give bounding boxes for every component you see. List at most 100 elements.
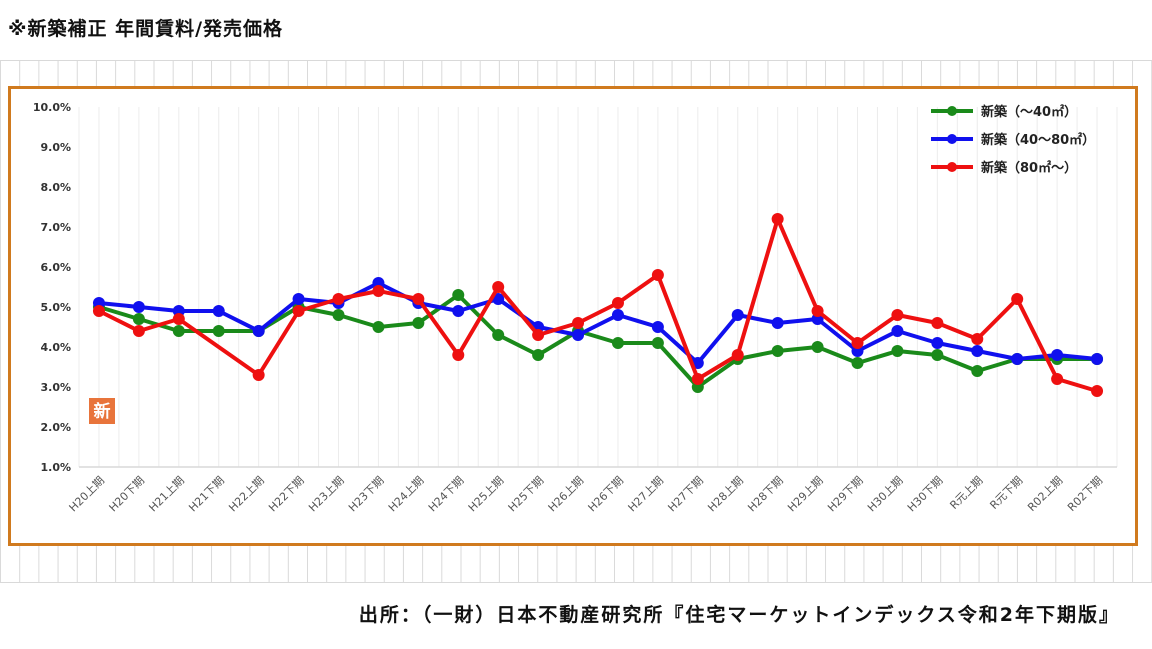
data-point	[771, 213, 784, 225]
data-point	[611, 309, 624, 321]
legend-marker	[947, 106, 957, 116]
data-point	[611, 337, 624, 349]
data-point	[891, 325, 904, 337]
x-tick-label: H23上期	[306, 474, 347, 515]
legend-label: 新築（～40㎡）	[981, 104, 1077, 120]
data-point	[971, 333, 984, 345]
x-tick-label: R元下期	[987, 474, 1025, 512]
data-point	[452, 349, 465, 361]
data-point	[971, 365, 984, 377]
y-tick-label: 7.0%	[40, 221, 71, 234]
x-tick-label: H26下期	[586, 474, 627, 515]
y-tick-label: 5.0%	[40, 301, 71, 314]
legend-label: 新築（80㎡～）	[981, 160, 1077, 176]
data-point	[1091, 385, 1104, 397]
chart-frame[interactable]: 10.0% 9.0% 8.0% 7.0% 6.0% 5.0% 4.0% 3.0% 2.0% 1.0…	[8, 86, 1138, 546]
data-point	[1051, 349, 1064, 361]
data-point	[1051, 373, 1064, 385]
data-point	[492, 281, 505, 293]
data-point	[452, 305, 465, 317]
x-tick-label: H22下期	[266, 474, 307, 515]
data-point	[212, 325, 225, 337]
data-point	[971, 345, 984, 357]
data-point	[891, 309, 904, 321]
legend-marker	[947, 162, 957, 172]
data-point	[691, 373, 704, 385]
data-point	[92, 305, 105, 317]
data-point	[851, 357, 864, 369]
data-point	[292, 305, 305, 317]
x-tick-label: H23下期	[346, 474, 387, 515]
x-tick-label: H28上期	[705, 474, 746, 515]
data-point	[651, 321, 664, 333]
data-point	[252, 369, 265, 381]
y-tick-label: 6.0%	[40, 261, 71, 274]
data-point	[372, 321, 385, 333]
data-point	[492, 329, 505, 341]
badge-box	[89, 398, 115, 424]
data-point	[1011, 293, 1024, 305]
data-point	[611, 297, 624, 309]
y-tick-label: 1.0%	[40, 461, 71, 474]
data-point	[572, 329, 585, 341]
data-point	[811, 341, 824, 353]
legend-marker	[947, 134, 957, 144]
x-tick-label: H25上期	[466, 474, 507, 515]
x-tick-label: H20上期	[67, 474, 108, 515]
data-point	[771, 317, 784, 329]
series-line-2	[98, 281, 1098, 365]
data-point	[731, 349, 744, 361]
data-point	[212, 305, 225, 317]
x-tick-label: H27下期	[665, 474, 706, 515]
data-point	[172, 313, 185, 325]
data-point	[731, 309, 744, 321]
footer-band	[0, 582, 1152, 649]
y-tick-label: 9.0%	[40, 141, 71, 154]
legend-label: 新築（40～80㎡）	[981, 132, 1095, 148]
y-tick-label: 4.0%	[40, 341, 71, 354]
x-tick-label: H20下期	[107, 474, 148, 515]
data-point	[172, 325, 185, 337]
x-tick-label: H29下期	[825, 474, 866, 515]
source-note: 出所：（一財）日本不動産研究所『住宅マーケットインデックス令和2年下期版』	[358, 604, 1120, 626]
data-point	[1011, 353, 1024, 365]
y-tick-label: 8.0%	[40, 181, 71, 194]
data-point	[771, 345, 784, 357]
series-layer	[92, 213, 1104, 397]
x-tick-label: H21上期	[146, 474, 187, 515]
line-chart: 10.0% 9.0% 8.0% 7.0% 6.0% 5.0% 4.0% 3.0% 2.0% 1.0…	[33, 101, 1118, 515]
x-tick-label: H22上期	[226, 474, 267, 515]
grid-layer	[78, 107, 1118, 467]
data-point	[132, 301, 145, 313]
legend: 新築（～40㎡） 新築（40～80㎡） 新築（80㎡～）	[931, 104, 1095, 176]
x-tick-label: H27上期	[626, 474, 667, 515]
x-tick-label: H26上期	[546, 474, 587, 515]
y-tick-label: 10.0%	[33, 101, 71, 114]
data-point	[132, 313, 145, 325]
x-tick-label: H24下期	[426, 474, 467, 515]
y-tick-label: 3.0%	[40, 381, 71, 394]
y-tick-label: 2.0%	[40, 421, 71, 434]
data-point	[572, 317, 585, 329]
x-tick-label: R元上期	[947, 474, 985, 512]
x-tick-label: R02上期	[1025, 474, 1065, 514]
x-tick-label: H21下期	[186, 474, 227, 515]
data-point	[332, 309, 345, 321]
data-point	[412, 293, 425, 305]
data-point	[851, 337, 864, 349]
data-point	[931, 337, 944, 349]
data-point	[651, 269, 664, 281]
data-point	[1091, 353, 1104, 365]
x-tick-label: H30上期	[865, 474, 906, 515]
data-point	[931, 349, 944, 361]
x-tick-label: H30下期	[905, 474, 946, 515]
badge-label: 新	[94, 401, 111, 422]
data-point	[252, 325, 265, 337]
data-point	[651, 337, 664, 349]
data-point	[132, 325, 145, 337]
data-point	[532, 349, 545, 361]
data-point	[292, 293, 305, 305]
data-point	[532, 329, 545, 341]
data-point	[811, 305, 824, 317]
data-point	[372, 285, 385, 297]
